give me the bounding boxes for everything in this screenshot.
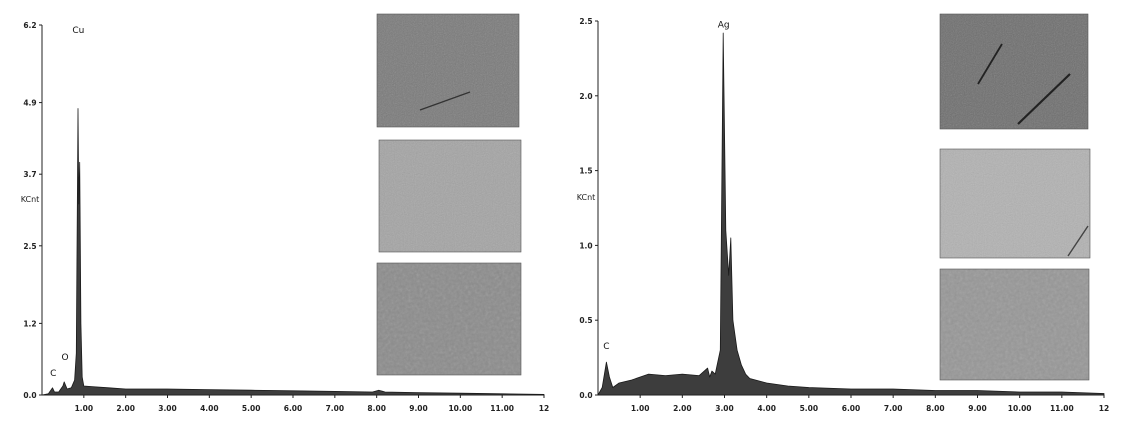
y-tick-label: 1.0 xyxy=(579,241,592,250)
x-tick-label: 2.00 xyxy=(116,404,135,413)
eds-spectrum-cu: 0.0 1.2 2.5 3.7 4.9 6.2 KCnt 1.00 2.00 3.00 4.00 5.… xyxy=(21,21,550,413)
micrograph-5 xyxy=(939,148,1091,259)
scratch-mark xyxy=(419,91,471,111)
x-tick-label: 5.00 xyxy=(800,404,819,413)
x-tick-label: 6.00 xyxy=(284,404,303,413)
micrograph-border xyxy=(939,148,1091,259)
eds-spectrum-ag: 0.0 0.5 1.0 1.5 2.0 2.5 KCnt 1.00 2.00 3.00 4.00 5.… xyxy=(577,17,1110,413)
y-tick-label: 3.7 xyxy=(23,170,36,179)
micrograph-border xyxy=(939,13,1089,130)
y-tick-label: 6.2 xyxy=(23,21,36,30)
peak-label: Cu xyxy=(72,26,84,36)
x-tick-label: 6.00 xyxy=(842,404,861,413)
y-axis-title: KCnt xyxy=(21,195,40,204)
micrograph-texture xyxy=(940,269,1089,380)
x-tick-label: 11.00 xyxy=(1050,404,1074,413)
micrograph-1 xyxy=(376,13,520,128)
scratch-mark xyxy=(977,43,1003,85)
x-tick-label: 2.00 xyxy=(673,404,692,413)
scratch-mark xyxy=(1017,73,1071,125)
x-tick-label: 10.00 xyxy=(448,404,472,413)
micrograph-texture xyxy=(379,140,521,252)
x-tick-label: 5.00 xyxy=(242,404,261,413)
x-tick-label: 3.00 xyxy=(158,404,177,413)
x-tick-label: 8.00 xyxy=(367,404,386,413)
micrograph-border xyxy=(939,268,1090,381)
peak-label: C xyxy=(603,342,609,352)
x-tick-label: 11.00 xyxy=(490,404,514,413)
x-tick-label: 12 xyxy=(539,404,549,413)
y-tick-label: 2.5 xyxy=(23,242,36,251)
micrograph-texture xyxy=(940,149,1090,258)
micrograph-border xyxy=(376,13,520,128)
micrograph-4 xyxy=(939,13,1089,130)
y-tick-label: 1.2 xyxy=(23,319,36,328)
x-tick-label: 7.00 xyxy=(326,404,345,413)
y-tick-label: 0.0 xyxy=(23,391,36,400)
micrograph-3 xyxy=(376,262,522,376)
x-tick-label: 1.00 xyxy=(631,404,650,413)
y-axis-title: KCnt xyxy=(577,193,596,202)
y-tick-label: 0.0 xyxy=(579,391,592,400)
micrograph-texture xyxy=(377,263,521,375)
x-tick-label: 9.00 xyxy=(968,404,987,413)
micrograph-2 xyxy=(378,139,522,253)
micrograph-texture xyxy=(377,14,519,127)
micrograph-border xyxy=(376,262,522,376)
peak-label: Ag xyxy=(718,20,730,30)
x-tick-label: 1.00 xyxy=(75,404,94,413)
y-tick-label: 1.5 xyxy=(579,167,592,176)
x-tick-label: 10.00 xyxy=(1008,404,1032,413)
micrograph-6 xyxy=(939,268,1090,381)
x-tick-label: 4.00 xyxy=(757,404,776,413)
x-tick-label: 7.00 xyxy=(884,404,903,413)
x-tick-label: 4.00 xyxy=(200,404,219,413)
micrograph-border xyxy=(378,139,522,253)
peak-label: C xyxy=(50,369,56,379)
y-tick-label: 4.9 xyxy=(23,99,36,108)
x-tick-label: 9.00 xyxy=(409,404,428,413)
spectrum-area xyxy=(597,32,1105,396)
x-tick-label: 12 xyxy=(1099,404,1109,413)
x-tick-label: 3.00 xyxy=(715,404,734,413)
peak-label: O xyxy=(61,353,68,363)
micrograph-texture xyxy=(940,14,1088,129)
sem-micrographs xyxy=(376,13,1091,381)
y-tick-label: 2.0 xyxy=(579,92,592,101)
y-tick-label: 2.5 xyxy=(579,17,592,26)
y-tick-label: 0.5 xyxy=(579,316,592,325)
scratch-mark xyxy=(1067,225,1089,257)
x-tick-label: 8.00 xyxy=(926,404,945,413)
spectrum-area xyxy=(41,108,545,396)
